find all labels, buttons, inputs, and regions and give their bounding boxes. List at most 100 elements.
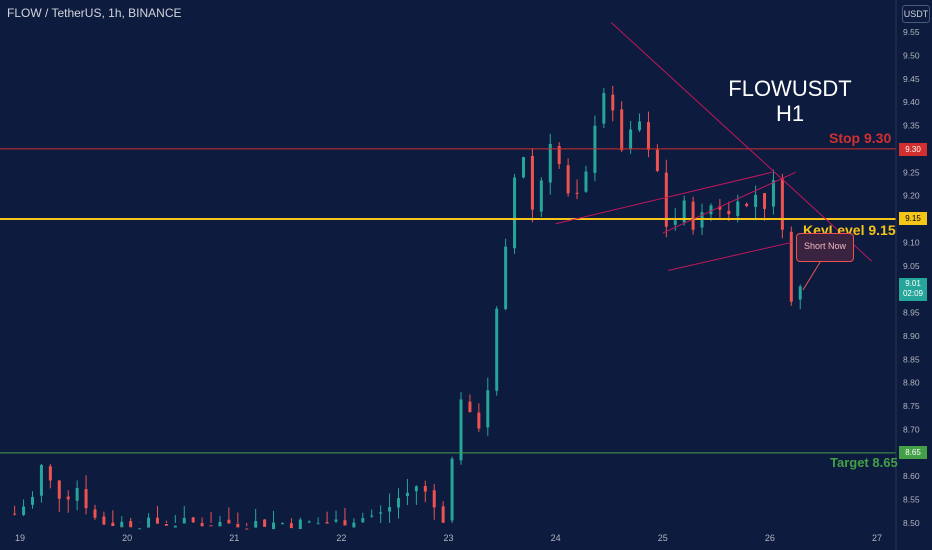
- candle-body: [530, 155, 534, 210]
- y-tick-label: 9.20: [903, 191, 920, 201]
- candle-body: [441, 506, 445, 523]
- candle-body: [397, 498, 401, 508]
- candle-body: [557, 146, 561, 165]
- candle-body: [236, 523, 240, 528]
- candle-body: [370, 515, 374, 517]
- x-tick-label: 22: [336, 533, 346, 543]
- y-tick-label: 8.60: [903, 471, 920, 481]
- y-tick-label: 9.55: [903, 27, 920, 37]
- y-tick-label: 9.10: [903, 237, 920, 247]
- y-tick-label: 8.55: [903, 495, 920, 505]
- candle-body: [164, 523, 168, 526]
- candle-body: [655, 149, 659, 171]
- candle-body: [664, 172, 668, 227]
- candle-body: [388, 507, 392, 512]
- candle-body: [57, 480, 61, 499]
- candle-body: [254, 521, 258, 528]
- candle-body: [548, 143, 552, 183]
- candle-body: [513, 177, 517, 249]
- candle-body: [477, 412, 481, 429]
- candles-group: [13, 85, 802, 530]
- candle-body: [30, 497, 34, 505]
- x-tick-label: 20: [122, 533, 132, 543]
- candle-body: [504, 246, 508, 310]
- x-tick-label: 25: [658, 533, 668, 543]
- candle-body: [798, 286, 802, 300]
- candle-body: [521, 157, 525, 178]
- candle-body: [405, 492, 409, 497]
- candle-body: [414, 486, 418, 492]
- candle-body: [227, 519, 231, 524]
- candle-body: [138, 528, 142, 530]
- candle-body: [191, 517, 195, 523]
- x-tick-label: 27: [872, 533, 882, 543]
- candle-body: [325, 522, 329, 524]
- candle-body: [638, 121, 642, 131]
- candle-body: [280, 523, 284, 525]
- candle-body: [727, 210, 731, 215]
- currency-button[interactable]: USDT: [902, 5, 930, 23]
- x-tick-label: 19: [15, 533, 25, 543]
- candle-body: [602, 93, 606, 124]
- stop-price-tag: 9.30: [899, 143, 927, 156]
- candle-body: [48, 466, 52, 481]
- candle-body: [307, 521, 311, 523]
- candle-body: [575, 192, 579, 194]
- candle-body: [379, 512, 383, 514]
- candle-body: [763, 193, 767, 209]
- candle-body: [289, 523, 293, 529]
- candle-body: [182, 518, 186, 524]
- candle-body: [155, 517, 159, 524]
- y-tick-label: 8.70: [903, 424, 920, 434]
- x-tick-label: 23: [443, 533, 453, 543]
- headline-symbol: FLOWUSDT: [728, 76, 852, 101]
- y-tick-label: 8.90: [903, 331, 920, 341]
- last-price-tag: 9.01 02:09: [899, 278, 927, 301]
- candle-body: [173, 525, 177, 528]
- candle-body: [539, 180, 543, 212]
- candle-body: [361, 518, 365, 523]
- candle-body: [432, 490, 436, 508]
- short-now-callout[interactable]: Short Now: [796, 233, 854, 262]
- candle-body: [745, 203, 749, 206]
- target-price-tag: 8.65: [899, 446, 927, 459]
- y-tick-label: 8.50: [903, 518, 920, 528]
- candle-body: [22, 506, 26, 515]
- candle-body: [334, 519, 338, 522]
- candle-body: [120, 521, 124, 528]
- candle-body: [468, 401, 472, 413]
- candle-body: [66, 496, 70, 500]
- y-tick-label: 9.35: [903, 121, 920, 131]
- candle-body: [13, 513, 17, 515]
- candle-body: [789, 231, 793, 302]
- candle-body: [209, 525, 213, 527]
- candle-body: [736, 201, 740, 217]
- candle-body: [129, 521, 133, 528]
- candle-body: [102, 516, 106, 525]
- candle-body: [218, 521, 222, 527]
- candle-body: [75, 488, 79, 501]
- candle-body: [629, 129, 633, 150]
- y-tick-label: 8.75: [903, 401, 920, 411]
- candle-body: [486, 390, 490, 428]
- callout-text: Short Now: [803, 241, 847, 251]
- y-tick-label: 8.85: [903, 354, 920, 364]
- y-tick-label: 9.45: [903, 74, 920, 84]
- candle-body: [245, 528, 249, 530]
- x-tick-label: 26: [765, 533, 775, 543]
- descending-trendline: [610, 22, 872, 262]
- y-tick-label: 8.95: [903, 308, 920, 318]
- y-tick-label: 9.25: [903, 167, 920, 177]
- candle-body: [709, 205, 713, 215]
- target-label: Target 8.65: [830, 455, 898, 470]
- candle-body: [691, 201, 695, 230]
- candle-body: [316, 523, 320, 525]
- candle-body: [673, 220, 677, 225]
- headline-timeframe: H1: [775, 101, 805, 126]
- time-axis[interactable]: 19 20 21 22 23 24 25 26 27: [15, 533, 882, 543]
- headline-title: FLOWUSDT H1: [720, 76, 860, 126]
- candle-body: [423, 486, 427, 492]
- overlays-group: [0, 22, 896, 454]
